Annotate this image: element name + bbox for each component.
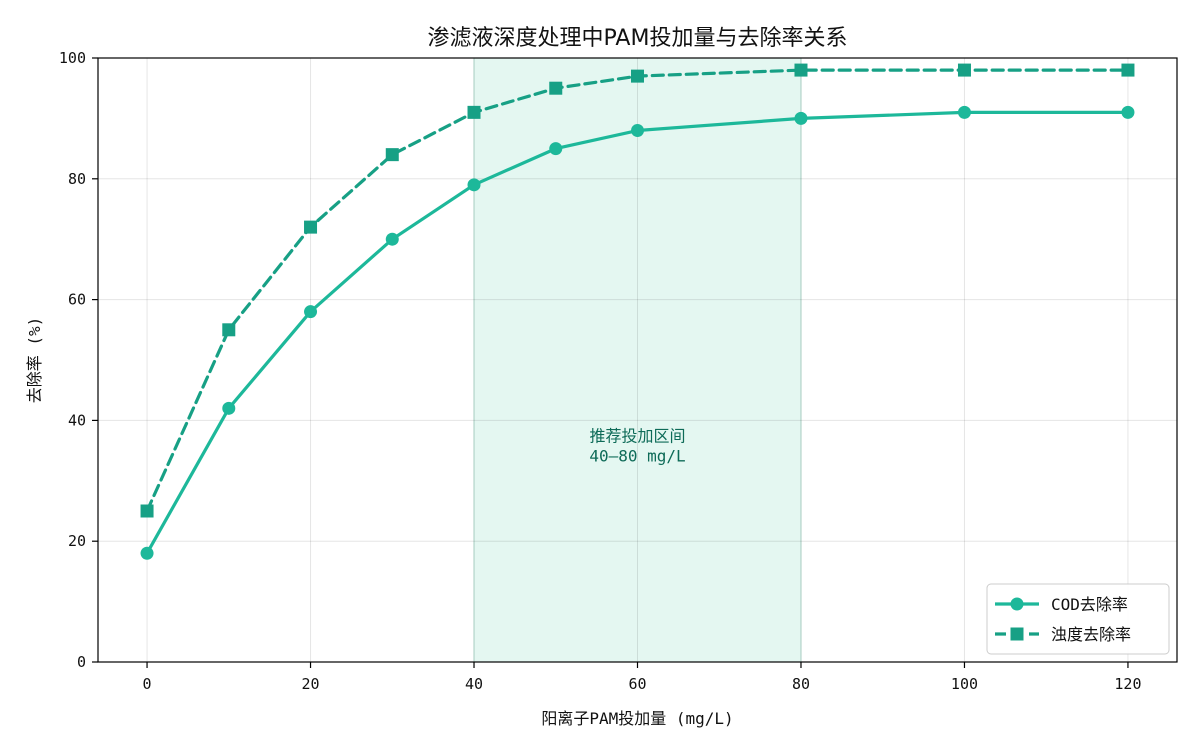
- x-tick-label: 60: [628, 675, 646, 693]
- data-point-series-1: [549, 142, 563, 156]
- x-tick-label: 120: [1114, 675, 1141, 693]
- band-annotation-title: 推荐投加区间: [589, 427, 685, 446]
- x-tick-label: 80: [792, 675, 810, 693]
- data-point-series-2: [957, 63, 971, 77]
- data-point-series-1: [304, 305, 318, 319]
- data-point-series-2: [304, 220, 318, 234]
- x-tick-label: 0: [143, 675, 152, 693]
- legend-label-2: 浊度去除率: [1051, 625, 1131, 644]
- legend-box: [986, 583, 1170, 655]
- series-line-1: [145, 110, 1130, 555]
- data-point-series-1: [385, 232, 399, 246]
- y-tick-label: 80: [68, 170, 86, 188]
- data-point-series-1: [957, 105, 971, 119]
- data-point-series-2: [140, 504, 154, 518]
- data-point-series-2: [222, 323, 236, 337]
- x-tick-label: 20: [301, 675, 319, 693]
- series-line-2: [145, 68, 1130, 513]
- grid-layer: [98, 57, 1177, 663]
- data-point-series-2: [549, 81, 563, 95]
- data-point-series-1: [631, 123, 644, 137]
- legend-label-1: COD去除率: [1051, 595, 1128, 614]
- data-point-series-1: [1121, 105, 1135, 119]
- x-tick-label: 100: [951, 675, 978, 693]
- legend-marker-1: [1010, 597, 1024, 611]
- y-tick-label: 0: [77, 653, 86, 671]
- y-axis-label: 去除率 (%): [25, 317, 44, 404]
- x-axis-label: 阳离子PAM投加量 (mg/L): [541, 709, 733, 728]
- y-tick-label: 20: [68, 532, 86, 550]
- y-tick-label: 40: [68, 411, 86, 429]
- data-point-series-1: [140, 546, 154, 560]
- recommended-dosage-band: [474, 58, 801, 662]
- y-tick-label: 100: [59, 49, 86, 67]
- data-point-series-1: [794, 111, 808, 125]
- data-point-series-2: [794, 63, 808, 77]
- axes-layer: 0 20 40 60 80 100 120 0 20 40 60 80 100: [59, 49, 1178, 693]
- recommended-dosage-band-layer: [473, 58, 802, 662]
- data-point-series-1: [222, 401, 236, 415]
- data-point-series-1: [467, 178, 481, 192]
- legend-marker-2: [1010, 627, 1024, 641]
- data-point-series-2: [1121, 63, 1135, 77]
- data-point-series-2: [385, 148, 399, 162]
- data-point-series-2: [467, 105, 481, 119]
- x-tick-label: 40: [465, 675, 483, 693]
- data-point-series-2: [631, 69, 644, 83]
- band-annotation-range: 40–80 mg/L: [589, 447, 685, 466]
- y-tick-label: 60: [68, 291, 86, 309]
- series-layer: [140, 63, 1135, 560]
- chart-title: 渗滤液深度处理中PAM投加量与去除率关系: [428, 26, 848, 51]
